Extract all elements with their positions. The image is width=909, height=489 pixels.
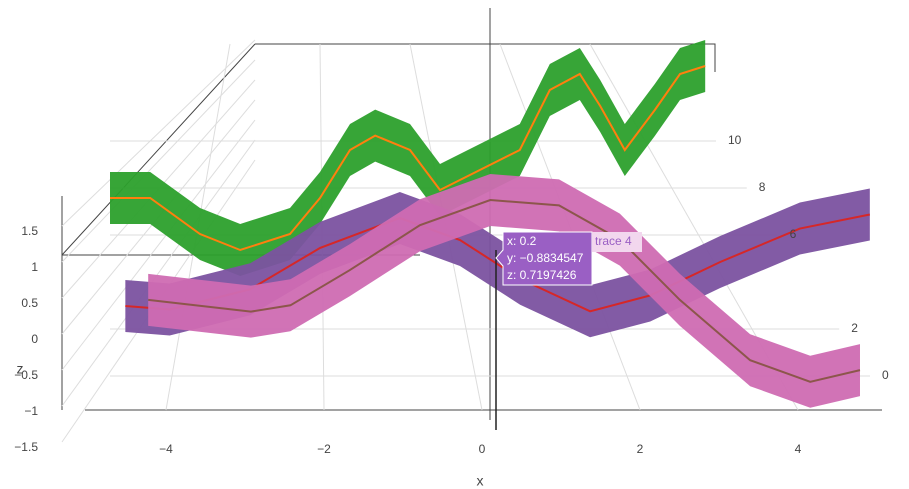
x-tick-label: 0 [479,442,486,456]
y-tick-label: 2 [851,321,858,335]
z-tick-label: −1 [24,404,38,418]
x-tick-label: 4 [795,442,802,456]
z-grid-line [61,139,256,407]
y-tick-label: 6 [790,227,797,241]
hover-y: y: −0.8834547 [507,251,584,265]
x-tick-label: −2 [317,442,331,456]
z-tick-label: 0 [31,332,38,346]
y-tick-label: 0 [882,368,889,382]
x-axis-title: x [477,473,484,489]
hover-z: z: 0.7197426 [507,268,577,282]
hover-label: x: 0.2 y: −0.8834547 z: 0.7197426 trace … [495,231,642,286]
z-tick-label: 1.5 [21,224,38,238]
z-tick-label: −1.5 [14,440,38,454]
left-top-edge [61,43,256,256]
y-tick-label: 10 [728,133,742,147]
ribbon [110,40,706,276]
back-frame [255,43,716,72]
center-line [148,198,861,383]
z-axis-title: z [17,361,24,377]
x-tick-label: 2 [637,442,644,456]
z-grid-line [61,59,256,263]
z-grid-line [61,39,256,227]
hover-trace-box [592,232,642,252]
center-line [110,65,706,252]
z-tick-label: 0.5 [21,296,38,310]
ribbon [148,174,860,408]
plot-area [110,40,871,408]
hover-box [495,231,593,286]
z-tick-label: 1 [31,260,38,274]
x-tick-label: −4 [159,442,173,456]
hover-x: x: 0.2 [507,234,537,248]
y-tick-label: 8 [759,180,766,194]
hover-trace: trace 4 [595,234,632,248]
z-grid-line [61,119,256,371]
z-tick-label: −0.5 [14,368,38,382]
